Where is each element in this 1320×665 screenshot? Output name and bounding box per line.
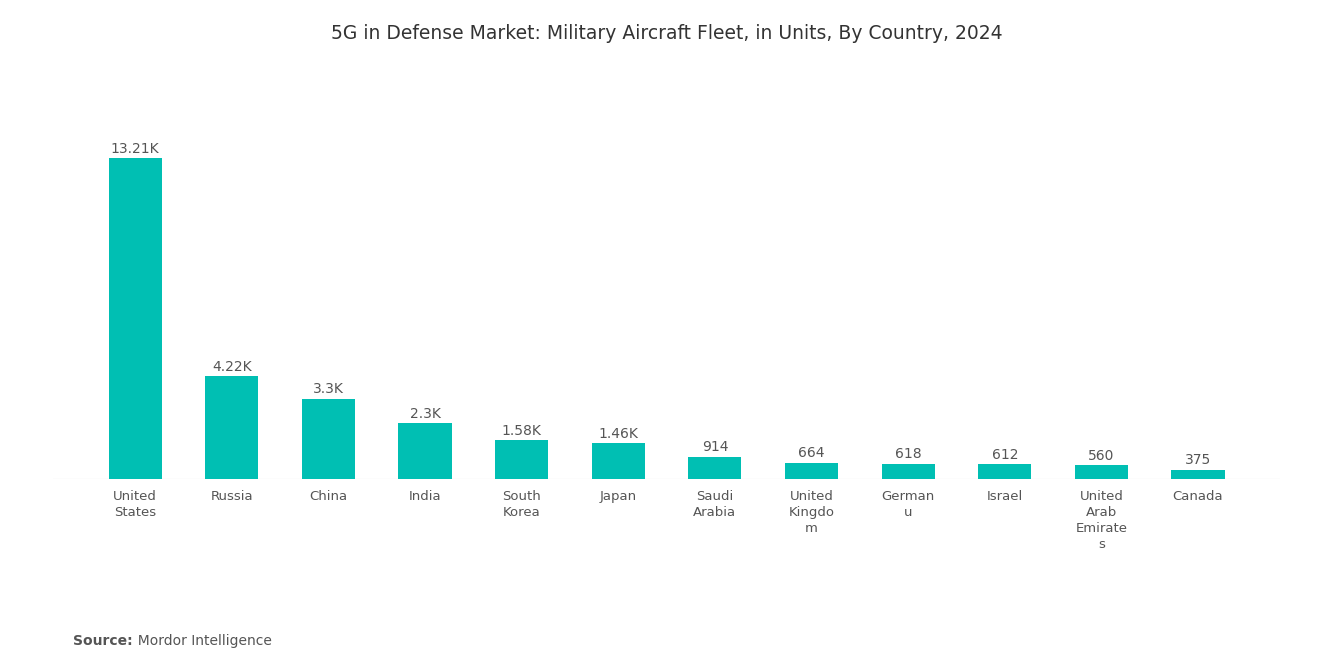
Text: 914: 914 xyxy=(702,440,729,454)
Bar xyxy=(495,440,548,479)
Bar xyxy=(1074,465,1129,479)
Bar xyxy=(591,444,645,479)
Bar xyxy=(688,457,742,479)
Text: 4.22K: 4.22K xyxy=(213,360,252,374)
Text: 1.46K: 1.46K xyxy=(598,427,639,441)
Bar xyxy=(1171,469,1225,479)
Text: 664: 664 xyxy=(799,446,825,460)
Text: 2.3K: 2.3K xyxy=(409,406,441,420)
Bar xyxy=(785,463,838,479)
Text: 1.58K: 1.58K xyxy=(502,424,541,438)
Text: Source:: Source: xyxy=(73,634,132,648)
Text: 13.21K: 13.21K xyxy=(111,142,160,156)
Bar xyxy=(978,464,1031,479)
Bar xyxy=(882,464,935,479)
Text: 618: 618 xyxy=(895,448,921,462)
Bar xyxy=(399,423,451,479)
Text: 612: 612 xyxy=(991,448,1018,462)
Bar xyxy=(205,376,259,479)
Text: Mordor Intelligence: Mordor Intelligence xyxy=(129,634,272,648)
Title: 5G in Defense Market: Military Aircraft Fleet, in Units, By Country, 2024: 5G in Defense Market: Military Aircraft … xyxy=(331,24,1002,43)
Text: 560: 560 xyxy=(1088,449,1114,463)
Text: 3.3K: 3.3K xyxy=(313,382,343,396)
Bar xyxy=(302,399,355,479)
Bar xyxy=(108,158,162,479)
Text: 375: 375 xyxy=(1185,454,1212,467)
